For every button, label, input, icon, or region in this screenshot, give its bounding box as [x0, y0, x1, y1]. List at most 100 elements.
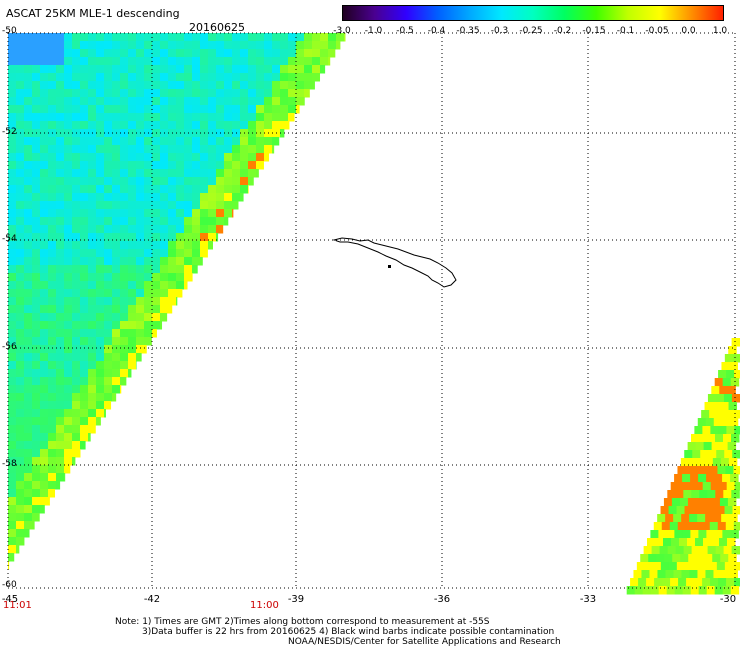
- swath-pixel: [64, 297, 73, 306]
- swath-pixel: [184, 201, 193, 210]
- swath-pixel: [144, 225, 153, 234]
- swath-pixel: [40, 177, 49, 186]
- swath-pixel: [24, 441, 33, 450]
- swath-pixel: [128, 305, 137, 314]
- swath-pixel: [88, 409, 97, 418]
- swath-pixel: [40, 225, 49, 234]
- swath-pixel: [256, 161, 264, 170]
- swath-pixel: [168, 89, 177, 98]
- swath-pixel: [208, 89, 217, 98]
- swath-pixel: [40, 425, 49, 434]
- swath-pixel: [32, 65, 41, 74]
- swath-pixel: [104, 401, 112, 410]
- swath-pixel: [48, 345, 57, 354]
- swath-pixel: [684, 562, 694, 571]
- swath-pixel: [8, 425, 17, 434]
- swath-pixel: [16, 329, 25, 338]
- swath-pixel: [656, 554, 665, 563]
- swath-pixel: [24, 113, 33, 122]
- swath-pixel: [88, 193, 97, 202]
- swath-pixel: [168, 297, 177, 306]
- swath-pixel: [152, 273, 161, 282]
- swath-pixel: [96, 321, 105, 330]
- swath-pixel: [660, 562, 670, 571]
- swath-pixel: [64, 57, 73, 66]
- swath-pixel: [705, 570, 714, 579]
- swath-pixel: [80, 377, 89, 386]
- swath-pixel: [152, 249, 161, 258]
- lat-lon-grid: [7, 32, 736, 589]
- swath-pixel: [120, 281, 129, 290]
- swath-pixel: [32, 329, 41, 338]
- swath-pixel: [120, 249, 129, 258]
- swath-pixel: [256, 145, 265, 154]
- swath-pixel: [626, 586, 636, 595]
- swath-pixel: [144, 161, 153, 170]
- swath-pixel: [707, 546, 717, 555]
- swath-pixel: [192, 105, 201, 114]
- swath-pixel: [724, 562, 734, 571]
- swath-pixel: [8, 433, 17, 442]
- swath-pixel: [264, 73, 273, 82]
- swath-pixel: [96, 353, 105, 362]
- swath-pixel: [48, 57, 57, 66]
- swath-pixel: [32, 345, 41, 354]
- swath-pixel: [144, 321, 153, 330]
- swath-pixel: [216, 121, 225, 130]
- swath-pixel: [208, 41, 217, 50]
- swath-pixel: [690, 586, 700, 595]
- swath-pixel: [144, 169, 153, 178]
- swath-pixel: [634, 586, 644, 595]
- swath-pixel: [56, 209, 65, 218]
- swath-pixel: [120, 241, 129, 250]
- swath-pixel: [96, 361, 105, 370]
- swath-pixel: [128, 41, 137, 50]
- swath-pixel: [8, 521, 17, 530]
- swath-pixel: [160, 49, 169, 58]
- swath-pixel: [168, 161, 177, 170]
- swath-pixel: [16, 225, 25, 234]
- swath-pixel: [120, 97, 129, 106]
- swath-pixel: [304, 49, 313, 58]
- swath-pixel: [200, 217, 209, 226]
- swath-pixel: [224, 185, 233, 194]
- swath-pixel: [16, 209, 25, 218]
- swath-pixel: [40, 473, 49, 482]
- swath-pixel: [24, 385, 33, 394]
- swath-pixel: [24, 209, 33, 218]
- swath-pixel: [104, 105, 113, 114]
- swath-pixel: [716, 450, 725, 459]
- swath-pixel: [48, 353, 57, 362]
- swath-pixel: [48, 81, 57, 90]
- swath-pixel: [216, 225, 224, 234]
- swath-pixel: [16, 369, 25, 378]
- swath-pixel: [88, 73, 97, 82]
- swath-pixel: [192, 153, 201, 162]
- swath-pixel: [16, 409, 25, 418]
- swath-pixel: [144, 65, 153, 74]
- swath-pixel: [256, 73, 265, 82]
- swath-pixel: [72, 209, 81, 218]
- swath-pixel: [120, 41, 129, 50]
- swath-pixel: [686, 578, 695, 587]
- swath-pixel: [657, 514, 666, 523]
- swath-pixel: [104, 137, 113, 146]
- swath-pixel: [144, 233, 153, 242]
- swath-pixel: [144, 209, 153, 218]
- swath-pixel: [8, 289, 17, 298]
- swath-pixel: [689, 570, 698, 579]
- swath-pixel: [160, 81, 169, 90]
- swath-pixel: [280, 97, 289, 106]
- swath-pixel: [32, 265, 41, 274]
- lon-label-30: -30: [719, 594, 737, 605]
- swath-pixel: [16, 537, 25, 546]
- swath-pixel: [8, 57, 17, 66]
- swath-pixel: [730, 530, 739, 539]
- swath-pixel: [48, 193, 57, 202]
- swath-pixel: [312, 33, 321, 42]
- swath-pixel: [128, 217, 137, 226]
- swath-pixel: [256, 57, 265, 66]
- swath-pixel: [32, 313, 41, 322]
- swath-pixel: [80, 417, 89, 426]
- swath-pixel: [56, 441, 65, 450]
